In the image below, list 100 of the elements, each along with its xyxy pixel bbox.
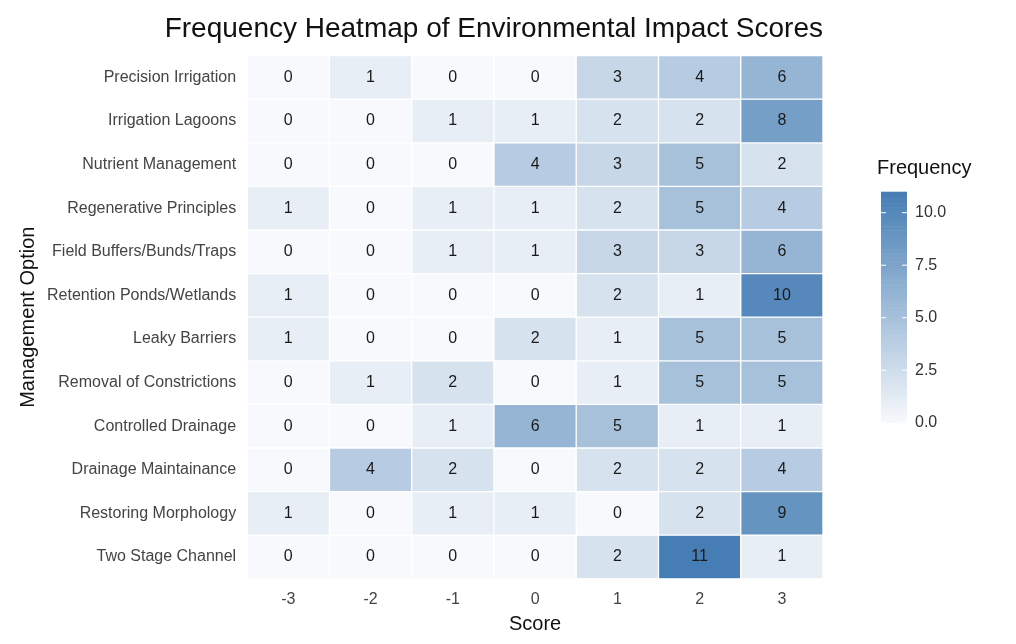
y-tick-label: Removal of Constrictions	[58, 373, 237, 391]
data-label: 0	[366, 329, 376, 347]
data-label: 1	[283, 503, 293, 521]
y-tick-label: Restoring Morphology	[79, 503, 237, 521]
data-label: 1	[448, 198, 458, 216]
color-bar-label: 7.5	[915, 255, 938, 273]
y-tick-label: Precision Irrigation	[103, 67, 237, 85]
y-axis-title: Management Option	[15, 226, 38, 408]
data-label: 2	[530, 329, 540, 347]
color-bar-label: 10.0	[915, 203, 947, 221]
data-label: 1	[530, 503, 540, 521]
data-label: 8	[777, 111, 787, 129]
data-label: 2	[612, 111, 622, 129]
data-label: 10	[772, 285, 791, 303]
y-tick-label: Controlled Drainage	[93, 416, 237, 434]
data-label: 5	[612, 416, 622, 434]
x-tick-label: 2	[695, 589, 705, 607]
data-label: 1	[777, 416, 787, 434]
y-tick-label: Irrigation Lagoons	[108, 111, 237, 129]
data-label: 4	[777, 198, 787, 216]
data-label: 6	[777, 67, 787, 85]
data-label: 2	[612, 547, 622, 565]
data-label: 1	[448, 242, 458, 260]
data-label: 2	[612, 460, 622, 478]
data-label: 0	[283, 460, 293, 478]
data-label: 6	[777, 242, 787, 260]
data-label: 0	[366, 242, 376, 260]
data-label: 3	[695, 242, 705, 260]
y-tick-label: Regenerative Principles	[67, 198, 237, 216]
y-tick-label: Nutrient Management	[82, 155, 237, 173]
y-tick-label: Retention Ponds/Wetlands	[47, 285, 237, 303]
data-label: 0	[366, 416, 376, 434]
data-label: 0	[366, 198, 376, 216]
data-label: 2	[448, 460, 458, 478]
data-label: 0	[283, 155, 293, 173]
data-label: 0	[448, 155, 458, 173]
data-label: 1	[283, 285, 293, 303]
data-label: 1	[448, 111, 458, 129]
data-label: 0	[366, 503, 376, 521]
data-label: 5	[695, 329, 705, 347]
data-label: 1	[530, 242, 540, 260]
data-label: 3	[612, 242, 622, 260]
data-label: 0	[530, 547, 540, 565]
color-bar-title: Frequency	[877, 155, 972, 178]
data-label: 0	[283, 242, 293, 260]
data-label: 9	[777, 503, 787, 521]
data-label: 1	[530, 198, 540, 216]
data-label: 5	[695, 198, 705, 216]
data-label: 1	[283, 329, 293, 347]
data-label: 11	[691, 547, 709, 565]
data-label: 1	[448, 416, 458, 434]
color-bar-label: 5.0	[915, 308, 938, 326]
data-label: 0	[448, 547, 458, 565]
data-label: 0	[366, 155, 376, 173]
data-label: 2	[448, 373, 458, 391]
data-label: 1	[777, 547, 787, 565]
data-label: 3	[612, 67, 622, 85]
data-label: 0	[283, 67, 293, 85]
data-label: 0	[366, 285, 376, 303]
data-label: 0	[448, 285, 458, 303]
data-label: 2	[612, 285, 622, 303]
data-label: 0	[283, 547, 293, 565]
data-label: 0	[366, 547, 376, 565]
data-label: 1	[448, 503, 458, 521]
data-label: 2	[695, 460, 705, 478]
data-label: 6	[530, 416, 540, 434]
data-label: 0	[530, 67, 540, 85]
chart-title: Frequency Heatmap of Environmental Impact Scores	[164, 11, 823, 43]
data-label: 0	[448, 329, 458, 347]
data-label: 5	[777, 373, 787, 391]
data-label: 4	[777, 460, 787, 478]
y-tick-label: Drainage Maintainance	[71, 460, 237, 478]
data-label: 0	[530, 285, 540, 303]
data-label: 2	[612, 198, 622, 216]
data-label: 2	[695, 503, 705, 521]
x-tick-label: 0	[530, 589, 540, 607]
x-tick-label: -2	[363, 589, 378, 607]
data-label: 1	[530, 111, 540, 129]
data-label: 3	[612, 155, 622, 173]
data-label: 0	[283, 111, 293, 129]
data-label: 0	[283, 373, 293, 391]
data-label: 1	[366, 373, 376, 391]
data-label: 0	[612, 503, 622, 521]
x-tick-label: 1	[612, 589, 622, 607]
y-tick-label: Field Buffers/Bunds/Traps	[52, 242, 237, 260]
data-label: 1	[612, 329, 622, 347]
x-tick-label: -1	[445, 589, 461, 607]
x-tick-label: -3	[281, 589, 296, 607]
data-label: 0	[366, 111, 376, 129]
data-label: 1	[283, 198, 293, 216]
color-bar-label: 0.0	[915, 413, 938, 431]
color-bar-label: 2.5	[915, 360, 938, 378]
data-label: 5	[695, 155, 705, 173]
data-label: 0	[448, 67, 458, 85]
data-label: 4	[530, 155, 540, 173]
x-tick-label: 3	[777, 589, 787, 607]
data-label: 5	[777, 329, 787, 347]
data-label: 4	[695, 67, 705, 85]
data-label: 0	[530, 460, 540, 478]
data-label: 4	[366, 460, 376, 478]
